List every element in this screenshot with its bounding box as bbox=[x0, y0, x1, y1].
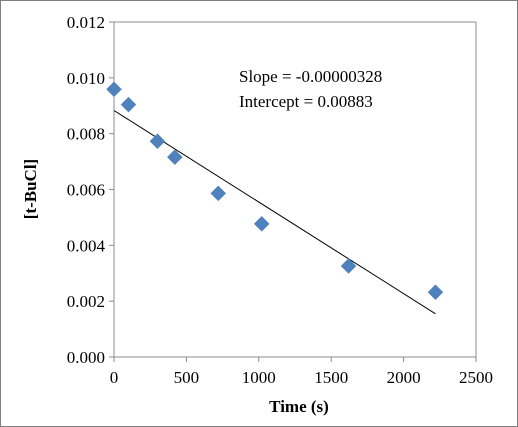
x-tick-label: 500 bbox=[174, 368, 200, 387]
x-tick-label: 2000 bbox=[387, 368, 421, 387]
x-tick-label: 2500 bbox=[459, 368, 493, 387]
y-axis-ticks: 0.000 0.002 0.004 0.006 0.008 0.010 0.012 bbox=[67, 13, 114, 367]
data-point bbox=[210, 185, 227, 202]
x-axis-title: Time (s) bbox=[269, 397, 329, 416]
y-tick-label: 0.012 bbox=[67, 13, 105, 32]
y-axis-title: [t-BuCl] bbox=[21, 159, 40, 219]
y-tick-label: 0.004 bbox=[67, 236, 106, 255]
y-tick-label: 0.006 bbox=[67, 181, 105, 200]
y-tick-label: 0.010 bbox=[67, 69, 105, 88]
data-point bbox=[340, 258, 357, 274]
data-points bbox=[106, 81, 444, 301]
y-tick-label: 0.002 bbox=[67, 292, 105, 311]
data-point bbox=[120, 96, 137, 113]
x-tick-label: 0 bbox=[110, 368, 119, 387]
data-point bbox=[106, 81, 122, 98]
x-tick-label: 1500 bbox=[314, 368, 348, 387]
data-point bbox=[253, 215, 270, 232]
y-tick-label: 0.008 bbox=[67, 125, 105, 144]
slope-annotation: Slope = -0.00000328 bbox=[239, 67, 382, 86]
trendline bbox=[113, 110, 436, 315]
y-tick-label: 0.000 bbox=[67, 348, 105, 367]
data-point bbox=[166, 149, 183, 165]
data-point bbox=[427, 284, 444, 301]
x-tick-label: 1000 bbox=[242, 368, 276, 387]
data-point bbox=[149, 133, 166, 150]
x-axis-ticks: 0 500 1000 1500 2000 2500 bbox=[110, 357, 493, 387]
intercept-annotation: Intercept = 0.00883 bbox=[239, 92, 373, 111]
